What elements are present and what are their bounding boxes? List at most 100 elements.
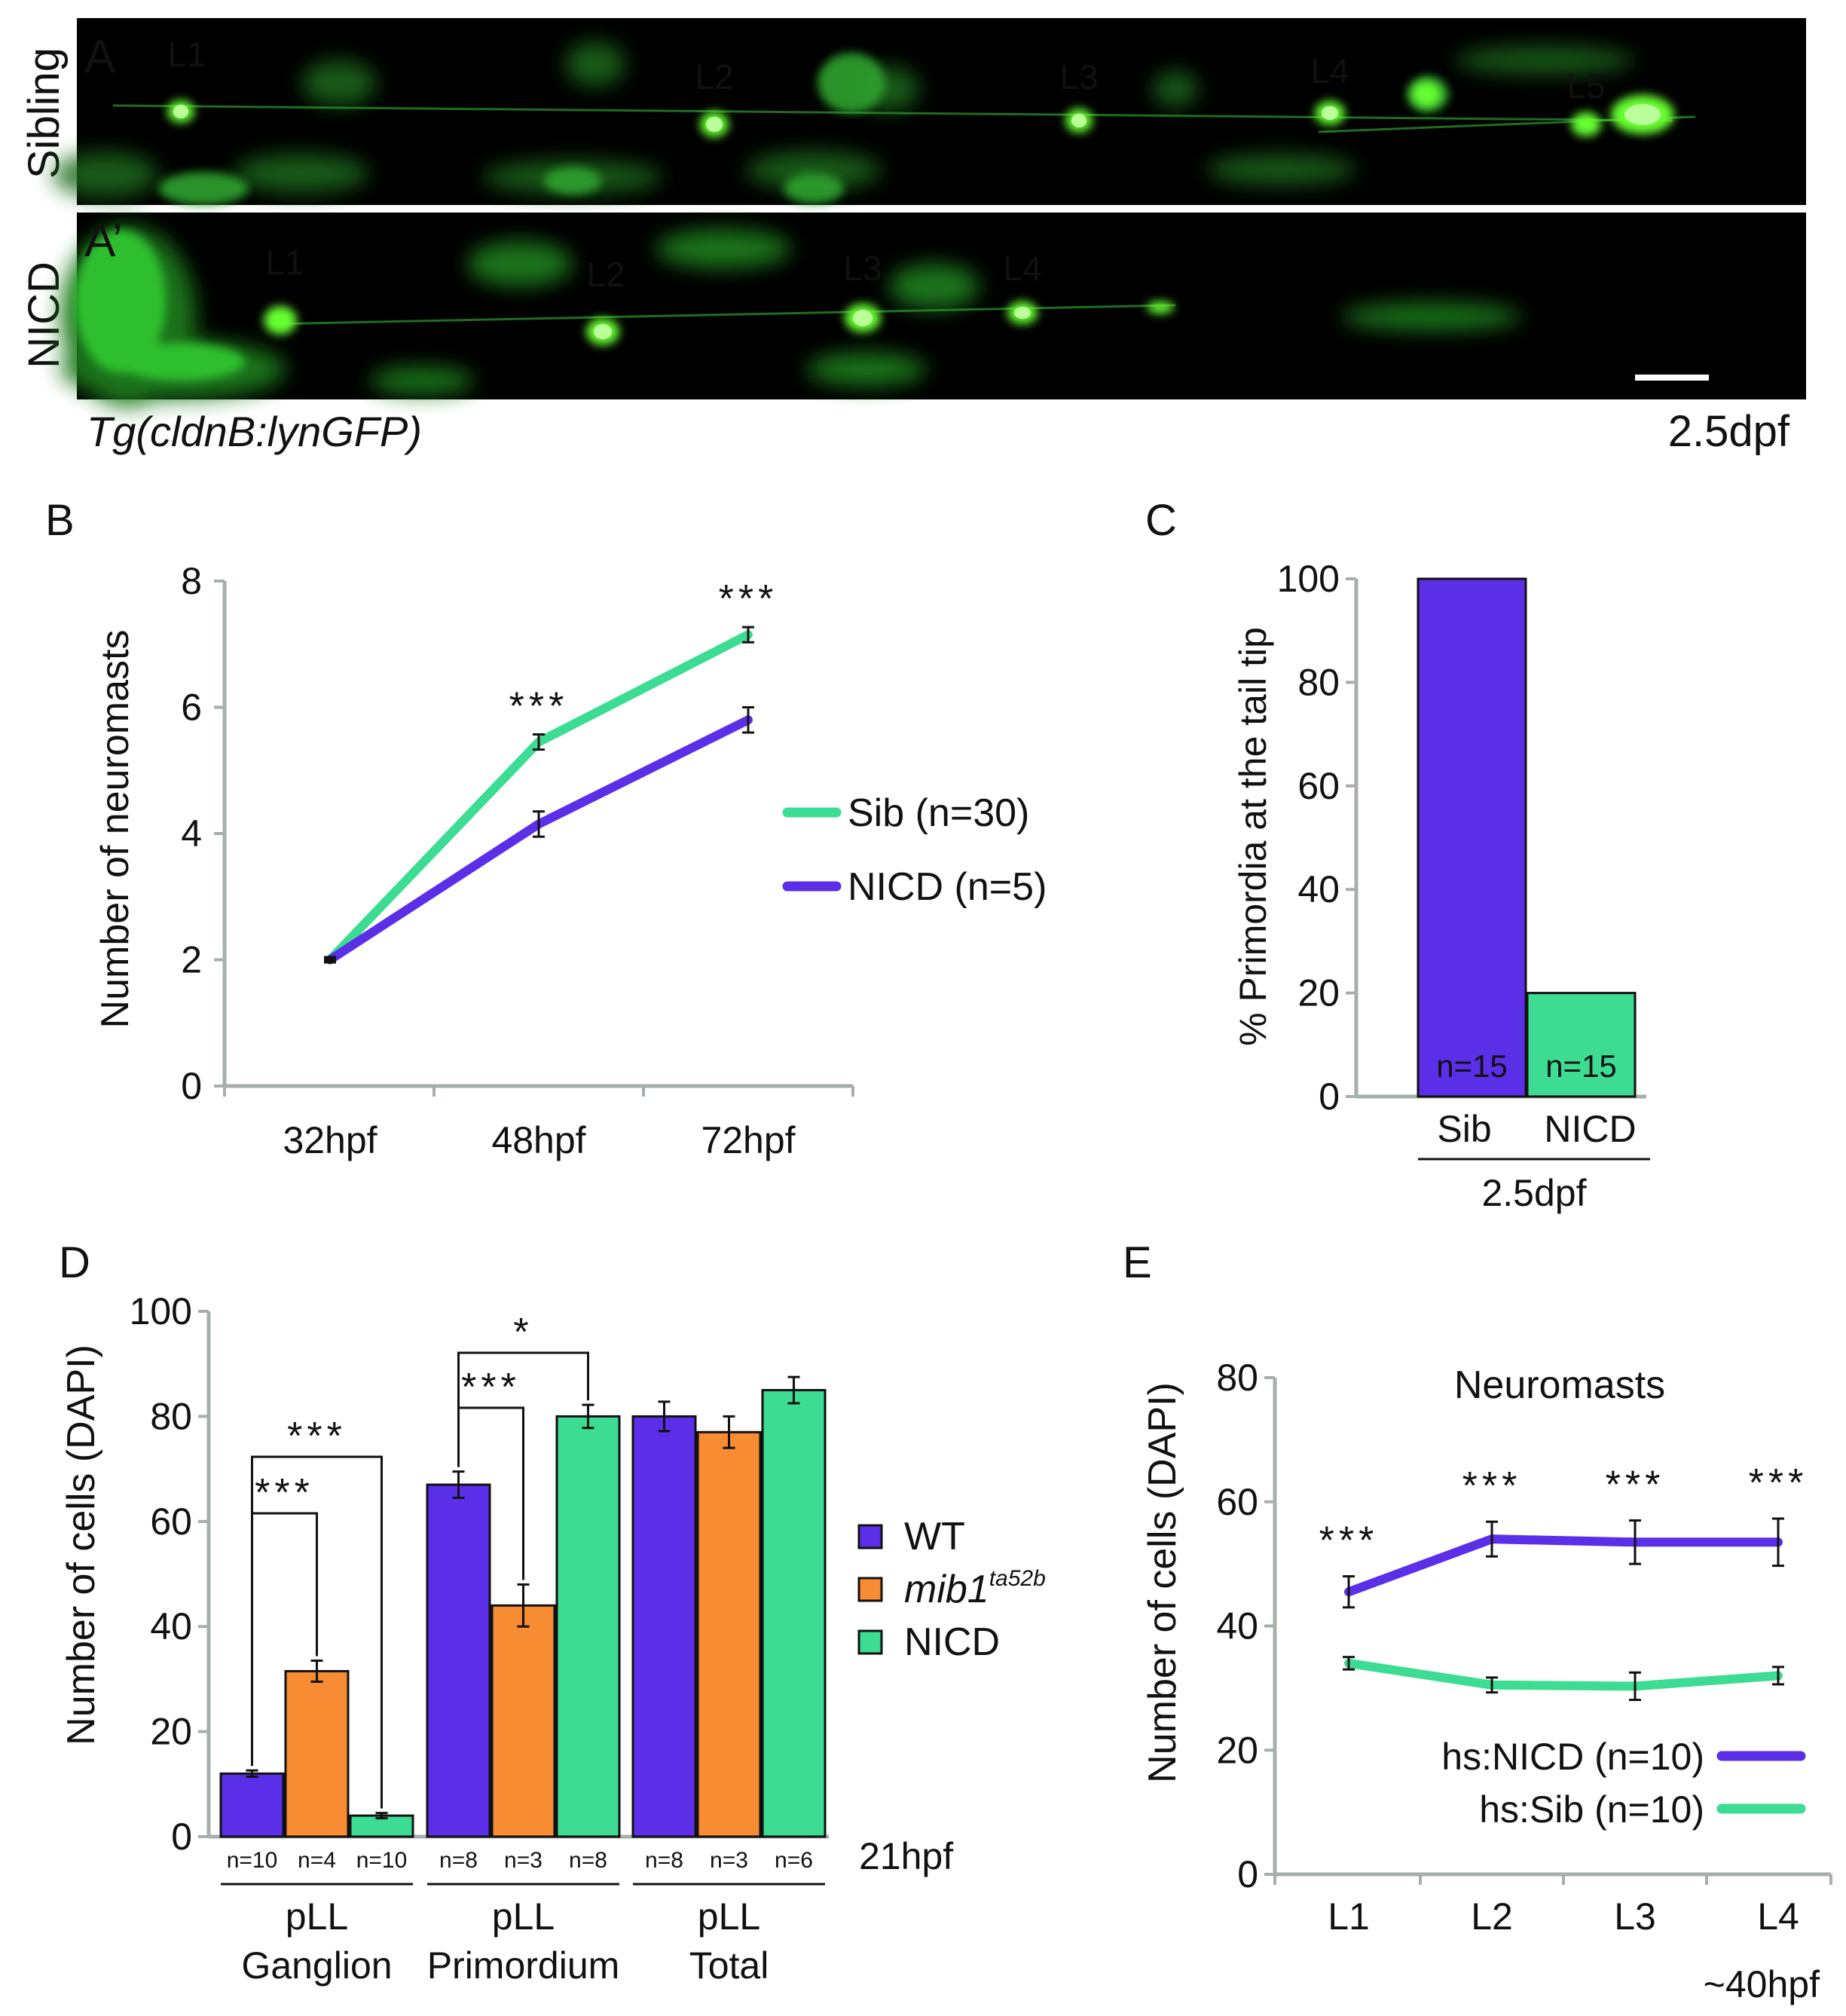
bar-n-label: n=8 — [569, 1848, 607, 1873]
panel-b-line-chart: B Number of neuromasts 0 2 4 6 8 32hpf 48hpf 72… — [45, 496, 1047, 1161]
y-tick-label: 100 — [1277, 558, 1340, 600]
legend-swatch — [857, 1524, 883, 1549]
y-tick-label: 60 — [1297, 765, 1340, 807]
series-line — [1344, 1658, 1783, 1691]
bar — [1526, 992, 1637, 1098]
x-tick-label: L4 — [1757, 1895, 1799, 1938]
scale-bar — [1635, 375, 1709, 381]
axes-e: 0 20 40 60 80 L1 L2 L3 L4 — [1216, 1357, 1832, 1938]
y-tick-label: 0 — [1319, 1075, 1340, 1118]
legend-d: WT mib1ta52b NICD — [857, 1515, 1046, 1664]
bar-n-label: n=8 — [645, 1848, 683, 1873]
panel-letter-a-prime: A’ — [84, 215, 123, 267]
y-tick-label: 40 — [1297, 868, 1340, 910]
y-axis-label-e: Number of cells (DAPI) — [1141, 1382, 1184, 1783]
group-label-line1: pLL — [492, 1895, 555, 1938]
neuromast-label-sibling: L4 — [1310, 51, 1349, 90]
bars-c: n=15 Sib n=15 NICD 2.5dpf — [1417, 577, 1650, 1214]
y-axis-label-d: Number of cells (DAPI) — [60, 1345, 103, 1745]
bar — [1417, 577, 1527, 1098]
legend-label: NICD (n=5) — [848, 865, 1047, 909]
group-label-line1: pLL — [698, 1895, 760, 1938]
panel-a: Sibling NICD — [20, 18, 1806, 456]
x-tick-label: L3 — [1614, 1895, 1656, 1938]
y-tick-label: 0 — [181, 1065, 202, 1107]
bar-n-label: n=10 — [356, 1848, 408, 1873]
panel-d-bar-chart: D Number of cells (DAPI) 0 20 40 60 80 100 n=… — [59, 1238, 1046, 1987]
bar-n-label: n=8 — [439, 1848, 478, 1873]
group-label-line1: pLL — [286, 1895, 348, 1938]
legend-label: hs:NICD (n=10) — [1441, 1736, 1704, 1778]
bar — [761, 1389, 827, 1838]
neuromast-label-nicd: L3 — [843, 249, 882, 288]
panel-c-bar-chart: C % Primordia at the tail tip 0 20 40 60 80 1… — [1145, 496, 1650, 1214]
y-tick-label: 8 — [181, 560, 202, 602]
legend-e: hs:NICD (n=10) hs:Sib (n=10) — [1441, 1736, 1806, 1831]
neuromast-label-nicd: L2 — [586, 255, 625, 294]
y-tick-label: 20 — [1216, 1729, 1258, 1771]
x-tick-label: Sib — [1437, 1108, 1491, 1150]
transgene-label: Tg(cldnB:lynGFP) — [87, 408, 422, 455]
legend-label: Sib (n=30) — [848, 791, 1029, 835]
y-tick-label: 0 — [171, 1816, 192, 1858]
significance-label: * — [513, 1311, 533, 1354]
bar-n-label: n=3 — [504, 1848, 542, 1873]
bar — [555, 1415, 621, 1838]
y-tick-label: 60 — [1216, 1481, 1258, 1523]
bar-n-label: n=6 — [775, 1848, 813, 1873]
y-tick-label: 20 — [150, 1711, 192, 1753]
x-group-label: 2.5dpf — [1481, 1172, 1586, 1214]
bar-n-label: n=4 — [298, 1848, 336, 1873]
y-tick-label: 20 — [1297, 972, 1340, 1014]
y-tick-label: 6 — [181, 687, 202, 729]
panel-letter-b: B — [45, 496, 75, 545]
series-line — [325, 715, 753, 965]
neuromast-label-sibling: L2 — [695, 57, 733, 96]
bar — [491, 1604, 556, 1838]
panel-letter-d: D — [59, 1238, 90, 1287]
bar-n-label: n=10 — [227, 1848, 278, 1873]
significance-label: *** — [461, 1366, 521, 1409]
bar-n-label: n=3 — [710, 1848, 748, 1873]
series-b: *** *** — [324, 577, 778, 965]
bar — [349, 1814, 414, 1838]
legend-label: hs:Sib (n=10) — [1479, 1788, 1704, 1831]
x-tick-label: 48hpf — [491, 1119, 585, 1161]
axes-c: 0 20 40 60 80 100 — [1277, 558, 1646, 1118]
x-tick-label: L2 — [1471, 1895, 1513, 1938]
y-tick-label: 80 — [1216, 1357, 1258, 1399]
x-tick-label: NICD — [1544, 1108, 1636, 1150]
bar-n-label: n=15 — [1436, 1048, 1508, 1084]
significance-label: *** — [1462, 1464, 1522, 1508]
bar — [631, 1415, 697, 1838]
neuromast-label-sibling: L5 — [1566, 66, 1605, 106]
series-e: *** *** *** *** — [1319, 1461, 1808, 1702]
y-tick-label: 2 — [181, 939, 202, 981]
significance-label: *** — [1749, 1461, 1808, 1505]
y-tick-label: 40 — [1216, 1605, 1258, 1647]
y-tick-label: 0 — [1237, 1853, 1258, 1895]
bar-n-label: n=15 — [1545, 1048, 1617, 1084]
significance-label: *** — [1606, 1463, 1665, 1507]
panel-letter-c: C — [1145, 496, 1177, 545]
gfp-signal-sibling — [53, 41, 1696, 205]
y-tick-label: 4 — [181, 812, 202, 855]
bar — [696, 1430, 762, 1838]
significance-label: *** — [255, 1471, 314, 1515]
y-tick-label: 80 — [150, 1395, 192, 1437]
neuromast-label-nicd: L1 — [265, 243, 304, 282]
significance-label: *** — [719, 577, 778, 621]
legend-label-superscript: ta52b — [989, 1566, 1046, 1591]
chart-title-e: Neuromasts — [1454, 1363, 1665, 1407]
stage-label-e: ~40hpf — [1704, 1963, 1820, 2005]
legend-swatch — [857, 1577, 883, 1602]
bars-d: n=10 n=8 n=8 n=4 n=3 n=3 n=10 n=8 n=6 pLL Ganglion… — [219, 1311, 827, 1987]
x-tick-label: L1 — [1328, 1895, 1370, 1938]
group-label-line2: Ganglion — [241, 1944, 392, 1987]
significance-label: *** — [509, 685, 569, 729]
neuromast-label-nicd: L4 — [1003, 249, 1041, 288]
panel-e-line-chart: E Neuromasts Number of cells (DAPI) 0 20 4… — [1123, 1238, 1832, 2005]
data-point — [324, 956, 336, 964]
legend-label: NICD — [904, 1620, 1000, 1664]
